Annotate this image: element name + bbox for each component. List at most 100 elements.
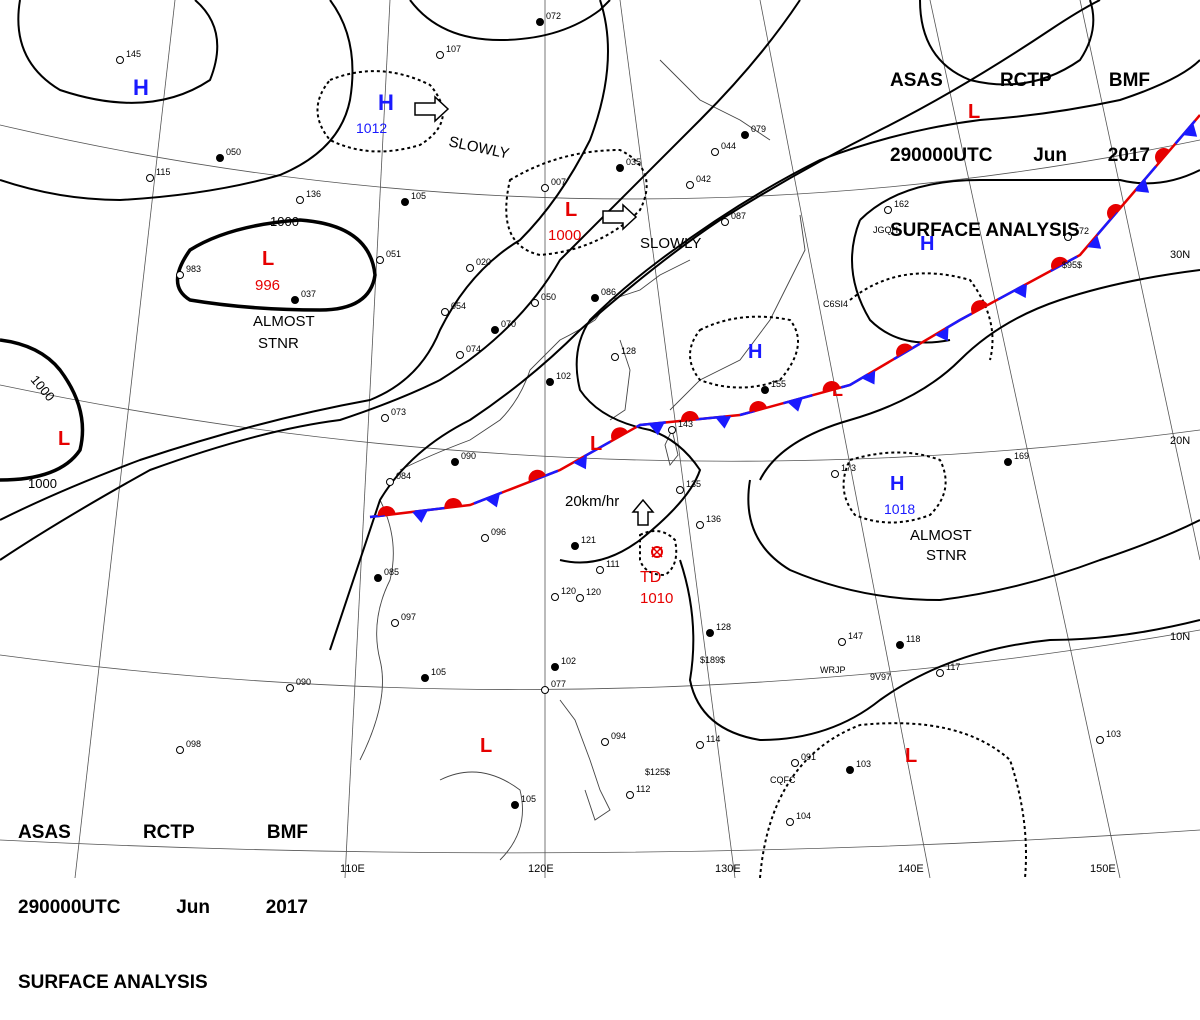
station-pressure-label: 085 bbox=[384, 567, 399, 577]
header-product: ASAS bbox=[18, 822, 71, 843]
station-marker bbox=[596, 566, 604, 574]
pressure-value: 1018 bbox=[884, 501, 915, 517]
latitude-label: 20N bbox=[1170, 435, 1190, 447]
station-marker bbox=[741, 131, 749, 139]
station-pressure-label: 169 bbox=[1014, 451, 1029, 461]
station-pressure-label: 054 bbox=[451, 301, 466, 311]
station-pressure-label: 073 bbox=[391, 407, 406, 417]
tropical-depression-symbol bbox=[651, 546, 663, 558]
station-marker bbox=[696, 741, 704, 749]
isobar bbox=[759, 269, 1200, 481]
isobar bbox=[0, 0, 801, 561]
station-marker bbox=[668, 426, 676, 434]
station-marker bbox=[626, 791, 634, 799]
header-month: Jun bbox=[1033, 145, 1067, 166]
station-pressure-label: 094 bbox=[611, 731, 626, 741]
cold-front-triangle bbox=[1086, 234, 1102, 249]
pressure-systems: H H 1012 L 996 L 1000 L H H L L H 1018 T… bbox=[58, 75, 980, 767]
station-pressure-label: 087 bbox=[731, 211, 746, 221]
cold-front-triangle bbox=[1182, 122, 1198, 137]
station-marker bbox=[696, 521, 704, 529]
station-marker bbox=[481, 534, 489, 542]
station-pressure-label: 090 bbox=[461, 451, 476, 461]
longitude-line-110e bbox=[344, 0, 391, 878]
chart-header-bottom-left: ASAS RCTP BMF 290000UTC Jun 2017 SURFACE… bbox=[18, 770, 308, 1020]
station-pressure-label: 105 bbox=[411, 191, 426, 201]
latitude-line-30n bbox=[0, 124, 1200, 200]
high-pressure-center: H bbox=[890, 473, 904, 495]
station-pressure-label: 105 bbox=[431, 667, 446, 677]
header-line-2: 290000UTC Jun 2017 bbox=[890, 143, 1150, 168]
isobar bbox=[747, 479, 1200, 602]
pressure-value: 996 bbox=[255, 277, 280, 294]
station-marker bbox=[721, 218, 729, 226]
china-coastline bbox=[399, 259, 691, 471]
station-pressure-label: 120 bbox=[586, 587, 601, 597]
high-pressure-center: H bbox=[748, 341, 762, 363]
ship-callsign-label: $125$ bbox=[645, 767, 670, 777]
station-marker bbox=[571, 542, 579, 550]
station-marker bbox=[1004, 458, 1012, 466]
station-pressure-label: 050 bbox=[541, 292, 556, 302]
station-pressure-label: 070 bbox=[501, 319, 516, 329]
header-line-3: SURFACE ANALYSIS bbox=[890, 218, 1150, 243]
station-marker bbox=[786, 818, 794, 826]
station-marker bbox=[401, 198, 409, 206]
longitude-line-140e bbox=[759, 0, 931, 878]
header-station: RCTP bbox=[999, 70, 1052, 91]
cold-front-triangle bbox=[787, 397, 803, 412]
warm-front-semicircle bbox=[1155, 148, 1170, 164]
tropical-depression-center: TD bbox=[640, 569, 661, 586]
station-marker bbox=[391, 619, 399, 627]
station-marker bbox=[436, 51, 444, 59]
warm-front-semicircle bbox=[1107, 204, 1122, 220]
low-pressure-center: L bbox=[262, 248, 274, 270]
station-marker bbox=[541, 686, 549, 694]
station-marker bbox=[466, 264, 474, 272]
station-plots: 072 145 107 050 115 136 105 051 020 037 983 054 070 0… bbox=[116, 11, 1121, 826]
latitude-label: 30N bbox=[1170, 249, 1190, 261]
header-title: SURFACE ANALYSIS bbox=[890, 220, 1080, 241]
station-pressure-label: 091 bbox=[801, 752, 816, 762]
station-pressure-label: 096 bbox=[491, 527, 506, 537]
station-marker bbox=[291, 296, 299, 304]
longitude-line-130e bbox=[619, 0, 736, 878]
latitude-label: 10N bbox=[1170, 631, 1190, 643]
speed-note: 20km/hr bbox=[565, 493, 619, 510]
station-pressure-label: 162 bbox=[894, 199, 909, 209]
ship-callsign-label: WRJP bbox=[820, 665, 846, 675]
isobars bbox=[0, 0, 1200, 742]
warm-front-semicircle bbox=[1051, 256, 1068, 271]
low-pressure-center: L bbox=[590, 433, 602, 455]
header-product: ASAS bbox=[890, 70, 943, 91]
isobar-1000 bbox=[175, 218, 377, 312]
dotted-isobar bbox=[689, 315, 799, 389]
coastlines bbox=[359, 59, 806, 861]
dotted-isobar bbox=[849, 272, 994, 361]
longitude-label: 150E bbox=[1090, 863, 1116, 875]
isobar bbox=[559, 59, 1200, 564]
ship-callsign-label: 9V97 bbox=[870, 672, 891, 682]
ship-callsign-label: CQFC bbox=[770, 775, 796, 785]
station-marker bbox=[421, 674, 429, 682]
station-marker bbox=[616, 164, 624, 172]
low-pressure-center: L bbox=[58, 428, 70, 450]
pressure-value: 1000 bbox=[548, 227, 581, 244]
isobar bbox=[0, 0, 609, 521]
station-pressure-label: 118 bbox=[906, 634, 920, 644]
station-marker bbox=[1096, 736, 1104, 744]
longitude-label: 140E bbox=[898, 863, 924, 875]
longitude-label: 130E bbox=[715, 863, 741, 875]
station-pressure-label: 086 bbox=[601, 287, 616, 297]
stationary-note: STNR bbox=[926, 547, 967, 564]
station-marker bbox=[896, 641, 904, 649]
ship-callsign-label: JGQH bbox=[873, 225, 898, 235]
station-marker bbox=[374, 574, 382, 582]
station-pressure-label: 128 bbox=[621, 346, 636, 356]
station-marker bbox=[296, 196, 304, 204]
station-pressure-label: 120 bbox=[561, 586, 576, 596]
header-month: Jun bbox=[176, 897, 210, 918]
station-pressure-label: 074 bbox=[466, 344, 481, 354]
station-pressure-label: 104 bbox=[796, 811, 811, 821]
dotted-isobar bbox=[639, 530, 678, 577]
